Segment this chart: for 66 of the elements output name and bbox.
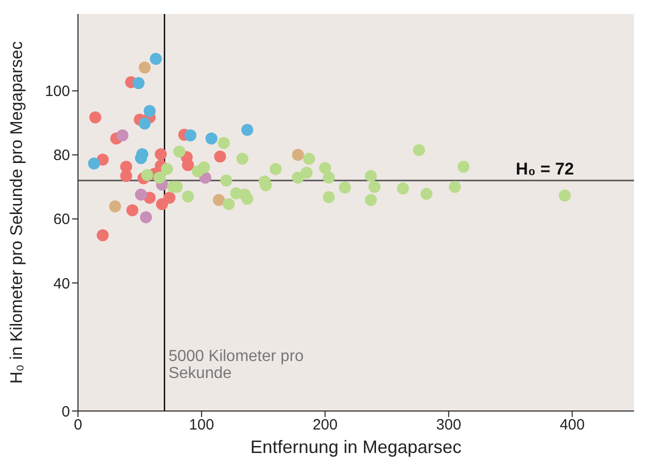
point — [138, 61, 151, 74]
point — [322, 191, 335, 204]
point — [214, 150, 226, 162]
point — [160, 162, 173, 175]
point — [120, 170, 132, 182]
point — [303, 152, 316, 165]
point — [292, 172, 304, 184]
point — [192, 165, 204, 178]
point — [135, 188, 148, 201]
x-tick-label: 100 — [189, 416, 214, 434]
y-tick-label: 60 — [53, 211, 70, 228]
point — [558, 190, 571, 202]
point — [126, 204, 138, 216]
point — [140, 211, 152, 224]
y-tick-label: 100 — [44, 83, 70, 100]
point — [222, 198, 235, 210]
point — [241, 124, 254, 136]
point — [396, 182, 409, 194]
point — [448, 180, 461, 193]
point — [184, 129, 196, 142]
point — [241, 192, 254, 205]
point — [420, 188, 432, 200]
point — [150, 52, 162, 65]
point — [364, 194, 377, 206]
point — [96, 229, 109, 242]
point — [182, 159, 194, 172]
point — [109, 200, 122, 212]
x-tick-label: 300 — [436, 416, 462, 434]
point — [338, 182, 351, 194]
x-tick-label: 0 — [74, 416, 82, 434]
point — [364, 170, 377, 182]
point — [319, 162, 332, 174]
y-tick-label: 40 — [53, 275, 70, 292]
point — [368, 180, 381, 193]
point — [173, 146, 186, 158]
x-axis-title: Entfernung in Megaparsec — [250, 437, 462, 457]
point — [154, 172, 166, 184]
point — [220, 174, 232, 186]
point — [154, 148, 167, 160]
y-axis-title: H₀ in Kilometer pro Sekunde pro Megaparsec — [7, 40, 26, 384]
point — [270, 162, 282, 175]
point — [89, 111, 102, 124]
x-tick-label: 200 — [312, 416, 338, 434]
y-tick-label: 0 — [62, 403, 70, 420]
ref-line-label: H₀ = 72 — [516, 159, 574, 178]
point — [141, 169, 154, 182]
point — [144, 105, 156, 118]
point — [116, 129, 128, 142]
x-tick-label: 400 — [560, 416, 585, 434]
ref-line-label: 5000 Kilometer pro Sekunde — [168, 348, 304, 382]
point — [413, 144, 426, 156]
point — [205, 132, 218, 145]
point — [156, 198, 168, 210]
point — [163, 192, 176, 204]
y-tick-label: 80 — [53, 147, 70, 164]
point — [138, 117, 151, 130]
point — [212, 194, 225, 206]
point — [236, 152, 248, 165]
point — [322, 172, 335, 184]
point — [457, 160, 470, 173]
point — [182, 190, 194, 202]
point — [132, 77, 145, 90]
point — [218, 137, 230, 150]
point — [88, 158, 100, 170]
point — [292, 148, 304, 161]
point — [300, 166, 313, 179]
